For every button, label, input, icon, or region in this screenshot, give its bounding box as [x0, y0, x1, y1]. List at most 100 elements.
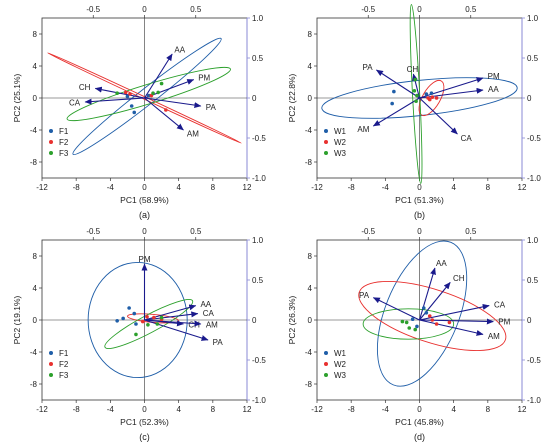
data-point-w3	[400, 319, 405, 324]
x-tick-label: 12	[243, 183, 252, 192]
top-tick-label: 0	[142, 227, 147, 236]
right-tick-label: -1.0	[527, 396, 541, 405]
legend-marker-f1	[49, 351, 53, 355]
confidence-ellipse-f1	[87, 261, 188, 379]
loading-label-aa: AA	[174, 46, 185, 55]
x-axis-ticks: -12 -8 -4 0 4 8 12	[311, 178, 527, 192]
loading-arrow-am	[144, 319, 202, 327]
top-tick-label: 0.5	[465, 5, 477, 14]
top-axis-ticks: -0.5 0 0.5	[86, 5, 202, 18]
loading-arrow-ch	[412, 73, 421, 99]
data-point-w2	[430, 95, 435, 99]
x-tick-label: 12	[518, 183, 527, 192]
loading-label-ch: CH	[188, 321, 200, 330]
legend-label-f2: F2	[59, 360, 69, 369]
legend-label-w2: W2	[334, 138, 347, 147]
right-tick-label: 1.0	[252, 236, 264, 245]
y-tick-label: 4	[33, 62, 38, 71]
legend-label-w1: W1	[334, 127, 347, 136]
data-point-w1	[410, 317, 415, 322]
panel-b: -12 -8 -4 0 4 8 12 -8 -4 0 4 8 -0.5 0 0.5 1.0 0.5 0 -0.5 -1…	[287, 3, 541, 220]
data-point-w2	[434, 96, 439, 100]
legend-label-f3: F3	[59, 371, 69, 380]
x-tick-label: 12	[518, 405, 527, 414]
data-point-w1	[390, 101, 394, 106]
loading-label-ca: CA	[461, 134, 473, 143]
right-axis-ticks: 1.0 0.5 0 -0.5 -1.0	[522, 14, 541, 183]
top-tick-label: 0	[142, 5, 147, 14]
legend-label-w3: W3	[334, 371, 347, 380]
confidence-ellipse-w2	[358, 280, 507, 352]
loading-label-am: AM	[357, 125, 369, 134]
confidence-ellipse-w1	[376, 240, 468, 387]
loading-label-pm: PM	[498, 318, 510, 327]
x-tick-label: 4	[451, 183, 456, 192]
x-tick-label: 4	[176, 183, 181, 192]
loading-label-ca: CA	[203, 309, 215, 318]
loading-label-aa: AA	[436, 259, 447, 268]
data-point-w3	[413, 327, 418, 332]
loading-label-ca: CA	[494, 300, 506, 309]
legend-label-w1: W1	[334, 349, 347, 358]
x-axis-label: PC1 (51.3%)	[395, 195, 444, 205]
loading-arrow-aa	[418, 267, 436, 321]
x-axis-label: PC1 (45.8%)	[395, 417, 444, 427]
right-tick-label: -1.0	[252, 396, 266, 405]
top-tick-label: -0.5	[361, 5, 375, 14]
x-axis-label: PC1 (52.3%)	[120, 417, 169, 427]
top-axis-ticks: -0.5 0 0.5	[86, 227, 202, 240]
x-tick-label: -12	[311, 183, 323, 192]
x-tick-label: -12	[311, 405, 323, 414]
y-tick-label: -4	[30, 126, 38, 135]
loading-arrow-pa	[144, 319, 209, 341]
y-axis-ticks: -8 -4 0 4 8	[30, 252, 42, 389]
loading-label-pm: PM	[488, 72, 500, 81]
legend-marker-f2	[49, 140, 53, 144]
right-tick-label: 1.0	[527, 14, 539, 23]
confidence-ellipse-w2	[418, 79, 445, 117]
x-tick-label: -4	[107, 183, 115, 192]
loading-arrow-am	[419, 319, 484, 336]
right-tick-label: 1.0	[252, 14, 264, 23]
y-tick-label: 8	[33, 30, 38, 39]
y-tick-label: 4	[308, 62, 313, 71]
right-tick-label: 0.5	[527, 54, 539, 63]
x-tick-label: 0	[142, 183, 147, 192]
loading-label-ch: CH	[407, 65, 419, 74]
loading-arrow-pm	[419, 77, 484, 99]
legend-marker-f1	[49, 129, 53, 133]
legend: F1 F2 F3	[49, 349, 69, 380]
data-point-w3	[414, 99, 418, 103]
loading-label-pa: PA	[206, 103, 217, 112]
data-point-w1	[392, 89, 396, 94]
x-tick-label: -8	[73, 183, 81, 192]
top-tick-label: -0.5	[86, 5, 100, 14]
data-point-f1	[134, 322, 138, 326]
top-tick-label: 0.5	[465, 227, 477, 236]
top-tick-label: 0.5	[190, 5, 202, 14]
data-point-w3	[407, 326, 412, 330]
legend-label-f3: F3	[59, 149, 69, 158]
right-axis-ticks: 1.0 0.5 0 -0.5 -1.0	[522, 236, 541, 405]
loading-label-am: AM	[488, 332, 500, 341]
data-point-f1	[132, 110, 137, 115]
top-axis-ticks: -0.5 0 0.5	[361, 5, 477, 18]
top-tick-label: 0.5	[190, 227, 202, 236]
data-point-f1	[121, 316, 125, 321]
y-tick-label: -4	[305, 348, 313, 357]
loading-arrow-ch	[94, 86, 145, 99]
legend-marker-w3	[324, 151, 328, 155]
loading-arrow-aa	[144, 53, 173, 99]
x-tick-label: 8	[486, 183, 491, 192]
y-axis-ticks: -8 -4 0 4 8	[305, 252, 317, 389]
right-tick-label: -1.0	[527, 174, 541, 183]
loading-arrow-ca	[419, 303, 490, 321]
y-tick-label: 4	[33, 284, 38, 293]
legend-marker-w1	[324, 129, 328, 133]
loading-label-pa: PA	[213, 338, 224, 347]
data-point-w2	[430, 318, 435, 322]
y-axis-ticks: -8 -4 0 4 8	[305, 30, 317, 167]
y-tick-label: 0	[308, 94, 313, 103]
y-axis-ticks: -8 -4 0 4 8	[30, 30, 42, 167]
